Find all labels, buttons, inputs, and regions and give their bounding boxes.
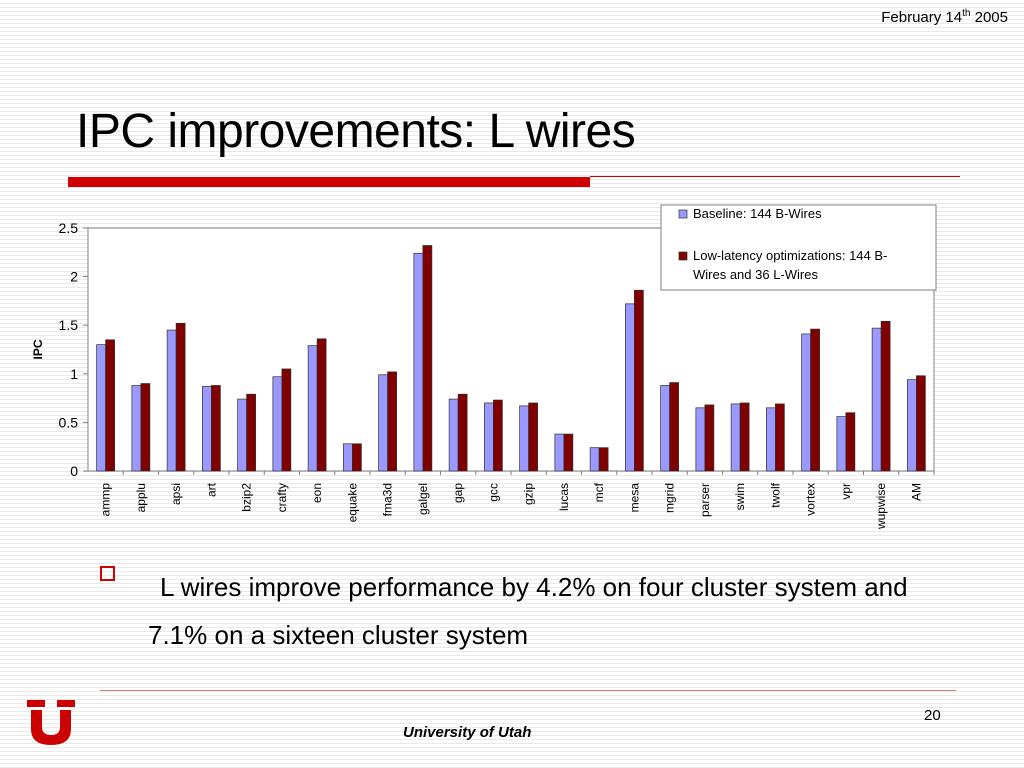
legend-label: Baseline: 144 B-Wires — [693, 206, 822, 221]
x-tick-label: AM — [909, 483, 923, 501]
bar-optimized — [810, 328, 820, 472]
date-year: 2005 — [970, 9, 1008, 26]
bar-baseline — [625, 303, 635, 472]
x-tick-label: wupwise — [874, 483, 888, 530]
bar-optimized — [739, 402, 750, 472]
bar-baseline — [96, 344, 106, 472]
x-tick-label: gzip — [522, 483, 536, 505]
bar-optimized — [140, 383, 151, 472]
bar-baseline — [766, 407, 776, 472]
bar-optimized — [352, 443, 362, 472]
bar-baseline — [554, 433, 565, 472]
x-tick-label: eon — [310, 483, 324, 503]
bar-baseline — [343, 443, 353, 472]
bar-optimized — [175, 322, 186, 472]
footer-divider — [100, 690, 956, 691]
bar-optimized — [845, 412, 856, 472]
bar-optimized — [387, 371, 397, 472]
footer-university: University of Utah — [403, 724, 532, 741]
y-tick-label: 1 — [70, 366, 78, 382]
bar-optimized — [316, 338, 327, 472]
x-tick-label: twolf — [768, 482, 782, 507]
legend-label: Wires and 36 L-Wires — [693, 267, 818, 282]
bar-optimized — [563, 433, 574, 472]
title-underline-thin — [590, 176, 960, 177]
bar-baseline — [836, 416, 847, 472]
bar-optimized — [105, 339, 115, 472]
bullet-marker — [100, 566, 115, 581]
bar-baseline — [166, 329, 177, 472]
x-tick-label: lucas — [557, 483, 571, 511]
y-tick-label: 0.5 — [59, 414, 79, 430]
x-tick-label: galgel — [416, 483, 430, 515]
bar-baseline — [589, 447, 600, 472]
bar-optimized — [211, 385, 221, 472]
legend-swatch — [678, 209, 688, 219]
bar-optimized — [669, 382, 679, 472]
bar-optimized — [916, 375, 926, 472]
date-superscript: th — [962, 8, 971, 19]
bar-baseline — [272, 376, 283, 472]
x-tick-label: gcc — [486, 483, 500, 502]
y-tick-label: 2 — [70, 269, 78, 285]
bar-baseline — [484, 402, 494, 472]
bar-optimized — [281, 368, 292, 472]
x-tick-label: art — [204, 482, 218, 497]
page-number: 20 — [924, 707, 941, 724]
bar-baseline — [801, 333, 811, 472]
x-tick-label: gap — [451, 483, 465, 503]
bar-optimized — [246, 393, 256, 472]
x-tick-label: equake — [345, 483, 359, 523]
bar-optimized — [528, 402, 538, 472]
date-text: February 14 — [881, 9, 963, 26]
legend-swatch — [678, 251, 688, 261]
y-tick-label: 0 — [70, 463, 78, 479]
bar-baseline — [695, 407, 706, 472]
y-tick-label: 2.5 — [59, 220, 79, 236]
bar-baseline — [907, 379, 917, 472]
x-tick-label: mgrid — [663, 483, 677, 513]
x-tick-label: bzip2 — [240, 483, 254, 512]
x-tick-label: crafty — [275, 483, 289, 512]
y-axis-label: IPC — [31, 339, 45, 359]
x-tick-label: swim — [733, 483, 747, 510]
legend-label: Low-latency optimizations: 144 B- — [693, 248, 887, 263]
y-tick-label: 1.5 — [59, 317, 79, 333]
x-tick-label: vpr — [839, 483, 853, 500]
bar-baseline — [378, 374, 388, 472]
x-tick-label: fma3d — [381, 483, 395, 516]
legend-box — [660, 204, 937, 291]
bar-optimized — [880, 320, 891, 472]
bar-optimized — [457, 393, 468, 472]
bar-baseline — [871, 327, 882, 472]
bar-baseline — [519, 405, 529, 472]
slide-date: February 14th 2005 — [881, 8, 1008, 26]
bar-baseline — [307, 345, 318, 472]
x-tick-label: mcf — [592, 482, 606, 502]
bar-optimized — [634, 289, 644, 472]
bar-optimized — [775, 403, 785, 472]
slide-title: IPC improvements: L wires — [76, 105, 636, 158]
x-tick-label: applu — [134, 483, 148, 512]
bullet-text: L wires improve performance by 4.2% on f… — [148, 572, 908, 650]
title-underline-bar — [68, 177, 590, 187]
x-tick-label: mesa — [627, 483, 641, 513]
bar-baseline — [660, 385, 670, 472]
bar-baseline — [448, 398, 459, 472]
bar-optimized — [598, 447, 609, 472]
bar-baseline — [730, 403, 741, 472]
bar-baseline — [202, 386, 212, 472]
x-tick-label: vortex — [804, 483, 818, 516]
x-tick-label: parser — [698, 483, 712, 517]
x-tick-label: apsi — [169, 483, 183, 505]
bar-baseline — [237, 398, 247, 472]
bar-optimized — [704, 404, 715, 472]
bar-baseline — [413, 252, 424, 472]
ipc-bar-chart: 0 0.5 1 1.5 2 2.5 IPC ammp applu apsi art bzip2 craf… — [31, 204, 937, 530]
bar-optimized — [422, 245, 433, 472]
university-u-logo — [27, 700, 75, 745]
bar-baseline — [131, 385, 142, 472]
bar-optimized — [493, 399, 503, 472]
x-tick-label: ammp — [99, 483, 113, 517]
